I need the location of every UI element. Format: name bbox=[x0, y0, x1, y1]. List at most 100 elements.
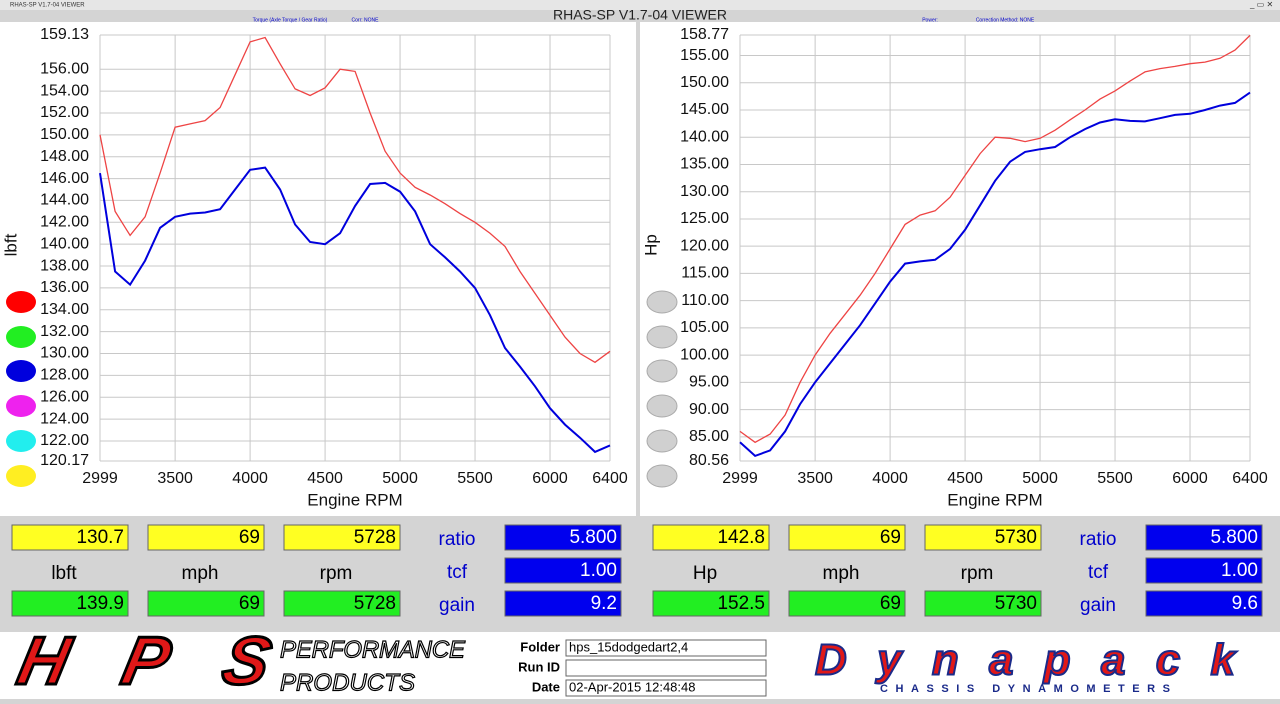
y-tick-label: 156.00 bbox=[40, 60, 89, 77]
param-label: tcf bbox=[447, 562, 468, 583]
x-tick-label: 6400 bbox=[592, 470, 628, 487]
color-button[interactable] bbox=[6, 360, 36, 382]
y-tick-label: 85.00 bbox=[689, 428, 729, 445]
logo-line: PRODUCTS bbox=[280, 669, 415, 696]
y-tick-label: 124.00 bbox=[40, 410, 89, 427]
window-caption: RHAS-SP V1.7-04 VIEWER bbox=[10, 3, 85, 9]
param-label: gain bbox=[1080, 595, 1116, 616]
readout-box bbox=[283, 590, 401, 617]
chart-note: Corr: NONE bbox=[352, 17, 380, 23]
series-line bbox=[99, 36, 611, 364]
readout-unit: rpm bbox=[961, 563, 994, 584]
x-tick-label: 6400 bbox=[1232, 470, 1268, 487]
y-tick-label: 142.00 bbox=[40, 214, 89, 231]
series-line bbox=[739, 34, 1251, 444]
readout-value: 69 bbox=[880, 527, 901, 548]
readout-value: 5730 bbox=[995, 593, 1037, 614]
param-value: 5.800 bbox=[1210, 527, 1258, 548]
x-tick-label: 4500 bbox=[947, 470, 983, 487]
y-tick-label: 122.00 bbox=[40, 432, 89, 449]
readout-value: 5728 bbox=[354, 527, 396, 548]
x-tick-label: 5500 bbox=[1097, 470, 1133, 487]
color-button[interactable] bbox=[6, 291, 36, 313]
y-tick-label: 120.17 bbox=[40, 452, 89, 469]
y-tick-label: 146.00 bbox=[40, 170, 89, 187]
y-tick-label: 132.00 bbox=[40, 323, 89, 340]
color-button[interactable] bbox=[646, 325, 678, 349]
param-box bbox=[504, 557, 622, 584]
param-label: tcf bbox=[1088, 562, 1109, 583]
x-tick-label: 4500 bbox=[307, 470, 343, 487]
param-label: ratio bbox=[1080, 529, 1117, 550]
color-button[interactable] bbox=[646, 290, 678, 314]
field-label: Folder bbox=[520, 639, 560, 654]
chart-note: Correction Method: NONE bbox=[976, 17, 1035, 23]
y-tick-label: 135.00 bbox=[680, 156, 729, 173]
y-tick-label: 158.77 bbox=[680, 26, 729, 43]
readout-value: 142.8 bbox=[717, 527, 765, 548]
series-line bbox=[739, 91, 1251, 458]
x-tick-label: 5000 bbox=[382, 470, 418, 487]
y-tick-label: 80.56 bbox=[689, 452, 729, 469]
y-tick-label: 120.00 bbox=[680, 237, 729, 254]
color-button[interactable] bbox=[6, 395, 36, 417]
readout-value: 5728 bbox=[354, 593, 396, 614]
color-button[interactable] bbox=[646, 429, 678, 453]
y-tick-label: 144.00 bbox=[40, 192, 89, 209]
y-tick-label: 105.00 bbox=[680, 319, 729, 336]
readout-value: 139.9 bbox=[76, 593, 124, 614]
readout-unit: rpm bbox=[320, 563, 353, 584]
color-button[interactable] bbox=[6, 326, 36, 348]
color-button[interactable] bbox=[646, 394, 678, 418]
param-box bbox=[504, 590, 622, 617]
y-tick-label: 95.00 bbox=[689, 374, 729, 391]
x-tick-label: 3500 bbox=[157, 470, 193, 487]
readout-value: 69 bbox=[880, 593, 901, 614]
y-tick-label: 148.00 bbox=[40, 148, 89, 165]
readout-value: 5730 bbox=[995, 527, 1037, 548]
readout-box bbox=[652, 524, 770, 551]
y-tick-label: 134.00 bbox=[40, 301, 89, 318]
param-label: ratio bbox=[439, 529, 476, 550]
y-tick-label: 90.00 bbox=[689, 401, 729, 418]
x-tick-label: 6000 bbox=[1172, 470, 1208, 487]
param-value: 5.800 bbox=[569, 527, 617, 548]
window-buttons[interactable]: _ ▭ ✕ bbox=[1249, 0, 1273, 9]
x-tick-label: 2999 bbox=[722, 470, 758, 487]
param-box bbox=[1145, 590, 1263, 617]
y-tick-label: 130.00 bbox=[40, 345, 89, 362]
y-tick-label: 110.00 bbox=[681, 292, 729, 309]
color-button[interactable] bbox=[646, 359, 678, 383]
readout-box bbox=[11, 524, 129, 551]
readout-box bbox=[11, 590, 129, 617]
readout-value: 69 bbox=[239, 527, 260, 548]
readout-unit: mph bbox=[182, 563, 219, 584]
logo-line: PERFORMANCE bbox=[280, 636, 466, 663]
y-tick-label: 136.00 bbox=[40, 279, 89, 296]
field-label: Date bbox=[532, 679, 560, 694]
readout-unit: lbft bbox=[51, 563, 77, 584]
param-box bbox=[1145, 524, 1263, 551]
param-value: 9.2 bbox=[591, 593, 617, 614]
param-box bbox=[504, 524, 622, 551]
y-tick-label: 145.00 bbox=[680, 101, 729, 118]
param-value: 9.6 bbox=[1232, 593, 1258, 614]
series-line bbox=[99, 166, 611, 454]
color-button[interactable] bbox=[6, 430, 36, 452]
readout-box bbox=[788, 524, 906, 551]
y-tick-label: 150.00 bbox=[680, 74, 729, 91]
color-button[interactable] bbox=[6, 465, 36, 487]
x-tick-label: 3500 bbox=[797, 470, 833, 487]
x-tick-label: 5000 bbox=[1022, 470, 1058, 487]
y-tick-label: 159.13 bbox=[40, 26, 89, 43]
readout-unit: Hp bbox=[693, 563, 717, 584]
color-button[interactable] bbox=[646, 464, 678, 488]
chart-panel bbox=[640, 22, 1280, 516]
param-value: 1.00 bbox=[580, 560, 617, 581]
y-tick-label: 130.00 bbox=[680, 183, 729, 200]
param-box bbox=[1145, 557, 1263, 584]
y-tick-label: 140.00 bbox=[680, 128, 729, 145]
y-tick-label: 154.00 bbox=[40, 82, 89, 99]
y-tick-label: 128.00 bbox=[40, 367, 89, 384]
